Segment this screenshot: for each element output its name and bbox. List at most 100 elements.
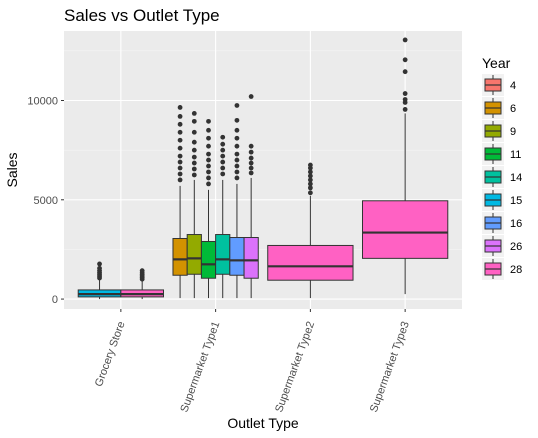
legend-label: 16 bbox=[510, 218, 522, 230]
outlier-point bbox=[307, 181, 313, 187]
outlier-point bbox=[206, 127, 211, 133]
legend-item-16: 16 bbox=[482, 212, 522, 234]
outlier-point bbox=[248, 94, 254, 99]
legend-label: 11 bbox=[510, 149, 521, 161]
legend-label: 4 bbox=[510, 80, 516, 92]
box-supermarket-type1-year-26 bbox=[243, 94, 259, 299]
box-grocery-store-year-15 bbox=[77, 261, 122, 300]
box-body bbox=[362, 200, 449, 259]
outlier-point bbox=[234, 143, 240, 149]
outlier-point bbox=[234, 103, 240, 108]
legend-label: 26 bbox=[510, 241, 522, 253]
outlier-point bbox=[97, 265, 102, 271]
y-tick-label: 5000 bbox=[34, 195, 58, 207]
outlier-point bbox=[139, 268, 145, 274]
outlier-point bbox=[177, 121, 183, 127]
outlier-point bbox=[177, 159, 183, 165]
outlier-point bbox=[191, 111, 197, 116]
outlier-point bbox=[177, 165, 183, 171]
outlier-point bbox=[248, 170, 254, 176]
outlier-point bbox=[234, 163, 240, 169]
x-tick-label: Supermarket Type2 bbox=[273, 320, 317, 414]
outlier-point bbox=[177, 153, 183, 159]
outlier-point bbox=[248, 155, 254, 161]
box-body bbox=[229, 237, 245, 276]
outlier-point bbox=[191, 129, 197, 135]
legend-label: 28 bbox=[510, 264, 522, 276]
legend-label: 9 bbox=[510, 126, 516, 138]
plot-panel bbox=[64, 31, 462, 309]
outlier-point bbox=[234, 151, 240, 157]
outlier-point bbox=[191, 118, 197, 124]
outlier-point bbox=[191, 172, 197, 178]
outlier-point bbox=[402, 91, 408, 96]
box-body bbox=[186, 234, 202, 275]
outlier-point bbox=[402, 69, 408, 75]
outlier-point bbox=[191, 154, 197, 160]
outlier-point bbox=[248, 160, 254, 166]
outlier-point bbox=[177, 171, 183, 177]
outlier-point bbox=[206, 151, 211, 157]
legend-item-15: 15 bbox=[482, 189, 522, 211]
legend-item-11: 11 bbox=[482, 143, 521, 165]
outlier-point bbox=[206, 181, 211, 187]
outlier-point bbox=[177, 145, 183, 151]
outlier-point bbox=[402, 37, 408, 43]
outlier-point bbox=[220, 153, 226, 159]
outlier-point bbox=[206, 175, 211, 181]
legend-label: 14 bbox=[510, 172, 522, 184]
outlier-point bbox=[402, 107, 408, 112]
outlier-point bbox=[206, 157, 211, 163]
outlier-point bbox=[402, 57, 408, 63]
outlier-point bbox=[206, 143, 211, 149]
outlier-point bbox=[220, 159, 226, 165]
outlier-point bbox=[307, 177, 313, 183]
legend-item-14: 14 bbox=[482, 166, 522, 188]
box-supermarket-type1-year-9 bbox=[186, 111, 202, 299]
box-grocery-store-year-28 bbox=[120, 268, 164, 300]
outlier-point bbox=[206, 118, 211, 124]
legend-item-6: 6 bbox=[482, 97, 516, 119]
outlier-point bbox=[177, 129, 183, 135]
box-body bbox=[267, 244, 354, 281]
outlier-point bbox=[234, 135, 240, 141]
legend-item-26: 26 bbox=[482, 235, 522, 257]
outlier-point bbox=[234, 175, 240, 181]
outlier-point bbox=[307, 169, 313, 175]
outlier-point bbox=[97, 261, 102, 267]
box-body bbox=[243, 237, 259, 279]
outlier-point bbox=[220, 141, 226, 147]
outlier-point bbox=[177, 113, 183, 119]
outlier-point bbox=[177, 105, 183, 110]
outlier-point bbox=[248, 165, 254, 171]
legend-item-4: 4 bbox=[482, 74, 516, 96]
outlier-point bbox=[307, 162, 313, 168]
box-supermarket-type2-year-28 bbox=[267, 162, 354, 299]
outlier-point bbox=[220, 171, 226, 177]
outlier-point bbox=[234, 157, 240, 163]
box-body bbox=[172, 238, 188, 276]
box-body bbox=[215, 234, 231, 275]
legend-label: 6 bbox=[510, 103, 516, 115]
chart-title: Sales vs Outlet Type bbox=[64, 6, 220, 25]
outlier-point bbox=[191, 147, 197, 153]
outlier-point bbox=[307, 185, 313, 191]
legend-item-9: 9 bbox=[482, 120, 516, 142]
legend-title: Year bbox=[482, 55, 511, 71]
boxes-layer bbox=[77, 37, 449, 300]
y-tick-label: 10000 bbox=[27, 96, 58, 108]
x-axis-title: Outlet Type bbox=[227, 415, 299, 431]
outlier-point bbox=[234, 117, 240, 123]
outlier-point bbox=[307, 190, 313, 196]
box-supermarket-type1-year-14 bbox=[215, 134, 231, 299]
outlier-point bbox=[234, 169, 240, 175]
box-body bbox=[200, 240, 217, 279]
outlier-point bbox=[206, 169, 211, 175]
outlier-point bbox=[177, 137, 183, 143]
outlier-point bbox=[191, 160, 197, 166]
box-supermarket-type3-year-28 bbox=[362, 37, 449, 295]
x-axis: Grocery Store Supermarket Type1 Supermarke… bbox=[93, 309, 412, 414]
outlier-point bbox=[206, 163, 211, 169]
box-supermarket-type1-year-11 bbox=[200, 118, 217, 299]
legend-item-28: 28 bbox=[482, 258, 522, 280]
